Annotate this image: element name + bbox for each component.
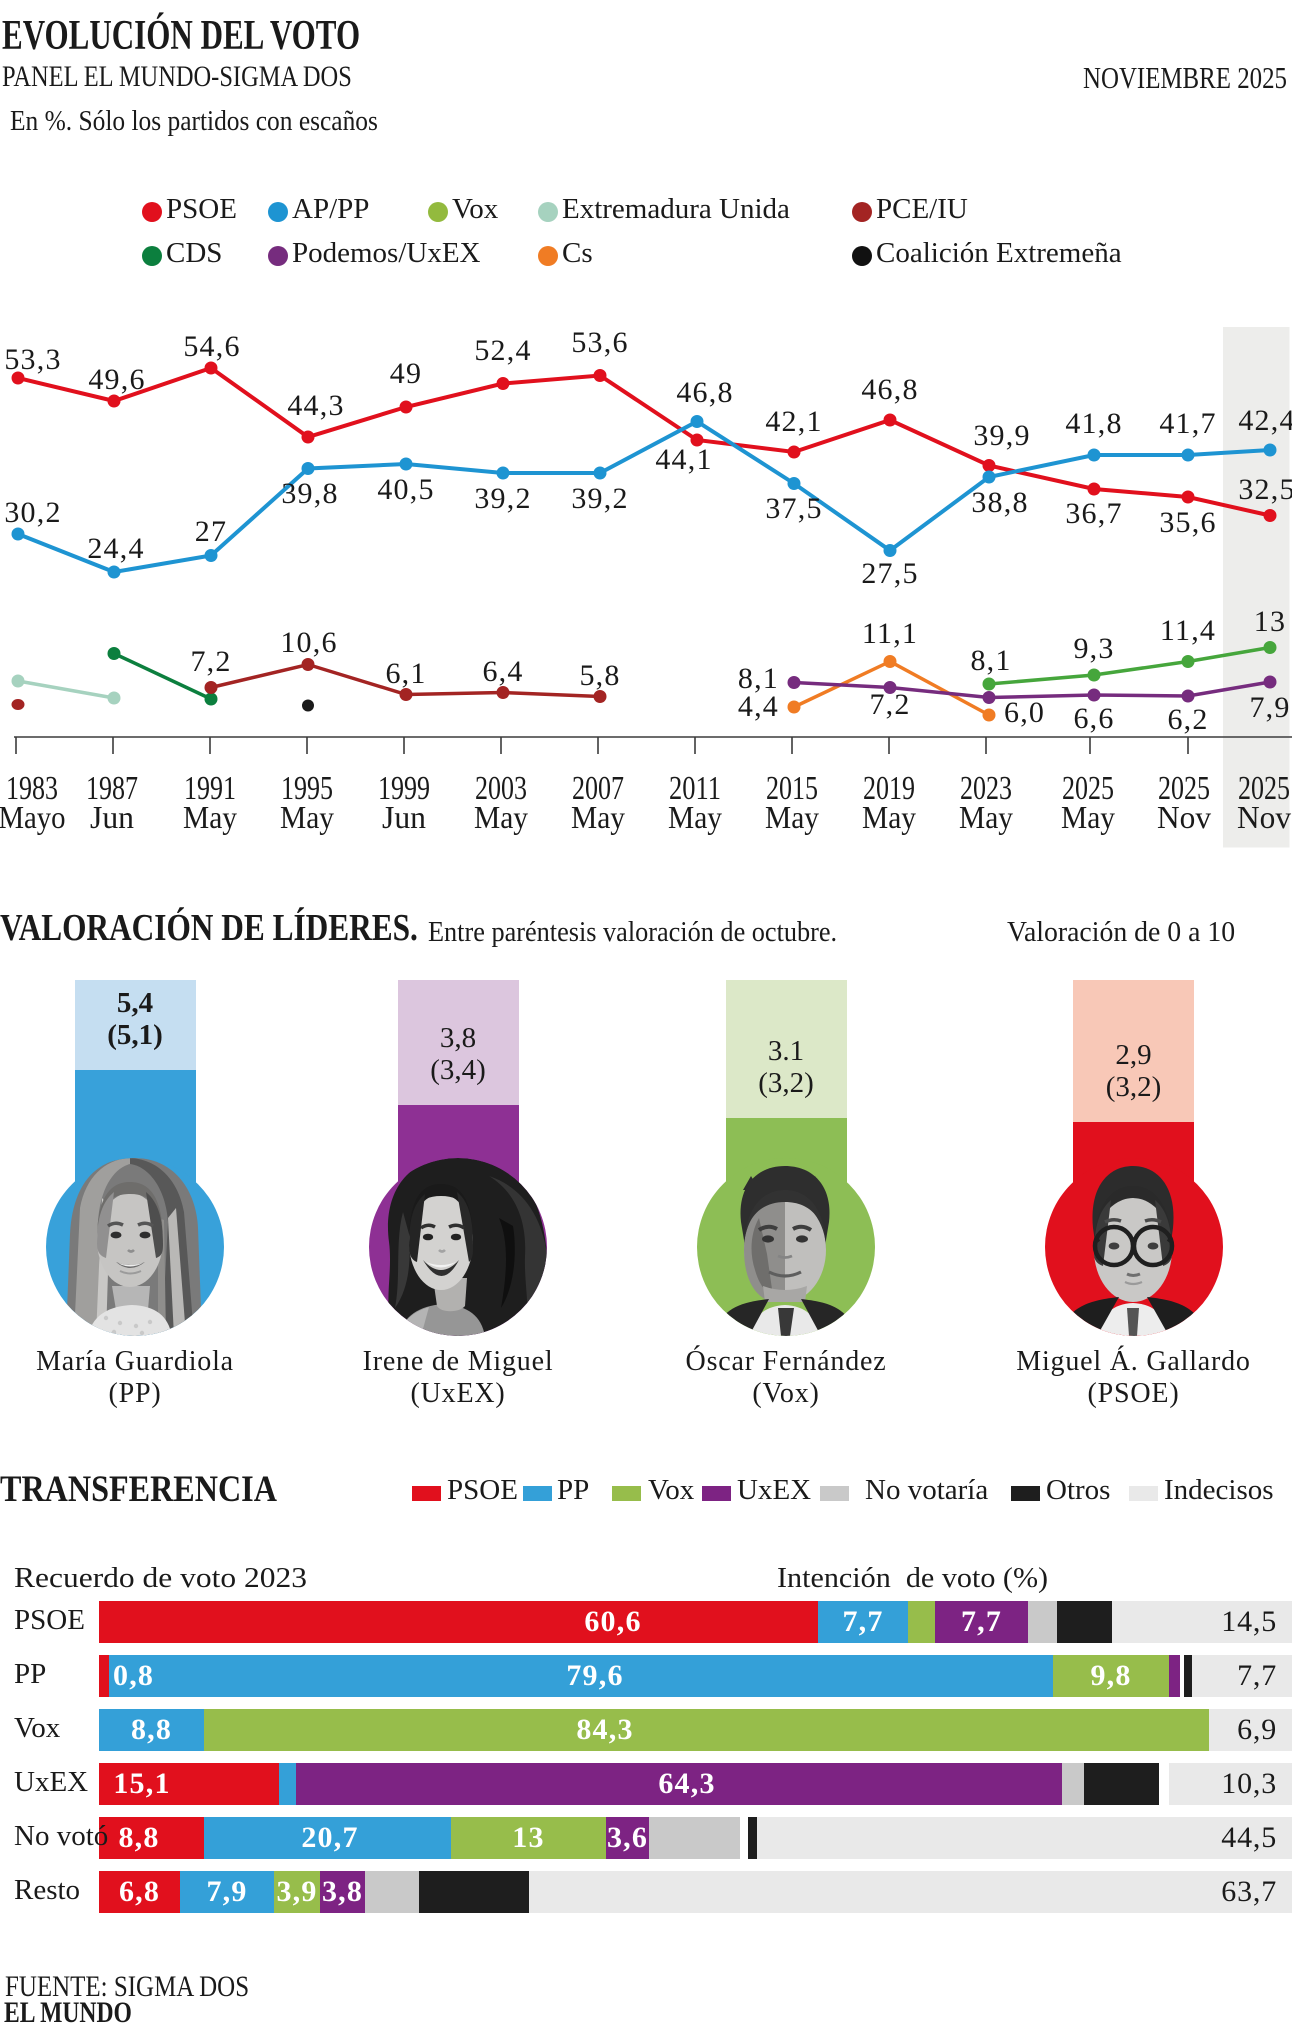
svg-text:38,8: 38,8	[971, 486, 1028, 519]
svg-text:May: May	[765, 799, 819, 835]
svg-text:41,7: 41,7	[1159, 407, 1216, 440]
svg-text:Nov: Nov	[1237, 799, 1291, 835]
svg-text:32,5: 32,5	[1238, 473, 1292, 506]
svg-text:53,3: 53,3	[4, 343, 61, 376]
svg-text:8,1: 8,1	[970, 644, 1011, 677]
svg-text:6,6: 6,6	[1073, 702, 1114, 735]
svg-text:53,6: 53,6	[571, 326, 628, 359]
svg-text:13: 13	[1254, 605, 1286, 638]
svg-text:Jun: Jun	[90, 799, 134, 835]
svg-text:May: May	[668, 799, 722, 835]
svg-text:Mayo: Mayo	[0, 799, 66, 835]
svg-text:11,1: 11,1	[862, 617, 918, 650]
svg-text:1987: 1987	[86, 770, 138, 807]
svg-text:39,8: 39,8	[281, 477, 338, 510]
svg-text:39,2: 39,2	[474, 482, 531, 515]
svg-text:1995: 1995	[281, 770, 333, 807]
svg-text:May: May	[1061, 799, 1115, 835]
svg-text:2011: 2011	[669, 770, 721, 807]
svg-text:May: May	[183, 799, 237, 835]
svg-text:46,8: 46,8	[861, 373, 918, 406]
svg-text:6,2: 6,2	[1167, 703, 1208, 736]
svg-text:9,3: 9,3	[1073, 632, 1114, 665]
svg-text:40,5: 40,5	[377, 473, 434, 506]
svg-text:May: May	[571, 799, 625, 835]
svg-text:Nov: Nov	[1157, 799, 1211, 835]
svg-text:6,1: 6,1	[385, 657, 426, 690]
svg-text:54,6: 54,6	[183, 330, 240, 363]
svg-text:24,4: 24,4	[87, 532, 144, 565]
svg-text:49: 49	[390, 357, 422, 390]
svg-text:42,1: 42,1	[765, 405, 822, 438]
svg-text:7,2: 7,2	[869, 688, 910, 721]
svg-text:2007: 2007	[572, 770, 624, 807]
svg-text:39,2: 39,2	[571, 482, 628, 515]
svg-text:1999: 1999	[378, 770, 430, 807]
svg-text:30,2: 30,2	[4, 496, 61, 529]
svg-text:2025: 2025	[1158, 770, 1210, 807]
svg-text:42,4: 42,4	[1238, 404, 1292, 437]
svg-text:27: 27	[195, 515, 227, 548]
svg-text:2025: 2025	[1062, 770, 1114, 807]
svg-text:35,6: 35,6	[1159, 506, 1216, 539]
svg-text:2023: 2023	[960, 770, 1012, 807]
svg-text:44,3: 44,3	[287, 389, 344, 422]
svg-text:1983: 1983	[6, 770, 58, 807]
svg-text:2025: 2025	[1238, 770, 1290, 807]
svg-text:May: May	[959, 799, 1013, 835]
svg-text:May: May	[280, 799, 334, 835]
svg-text:4,4: 4,4	[738, 690, 779, 723]
svg-text:37,5: 37,5	[765, 492, 822, 525]
svg-text:36,7: 36,7	[1065, 497, 1122, 530]
svg-text:Jun: Jun	[382, 799, 426, 835]
svg-text:2003: 2003	[475, 770, 527, 807]
svg-text:7,9: 7,9	[1249, 691, 1290, 724]
svg-text:May: May	[474, 799, 528, 835]
svg-text:52,4: 52,4	[474, 334, 531, 367]
svg-text:6,0: 6,0	[1004, 696, 1045, 729]
svg-text:7,2: 7,2	[190, 645, 231, 678]
svg-text:44,1: 44,1	[655, 443, 712, 476]
svg-text:49,6: 49,6	[88, 363, 145, 396]
svg-text:8,1: 8,1	[738, 662, 779, 695]
svg-text:41,8: 41,8	[1065, 407, 1122, 440]
svg-text:1991: 1991	[184, 770, 236, 807]
svg-text:2015: 2015	[766, 770, 818, 807]
svg-text:2019: 2019	[863, 770, 915, 807]
svg-text:May: May	[862, 799, 916, 835]
svg-text:5,8: 5,8	[579, 659, 620, 692]
svg-text:39,9: 39,9	[973, 419, 1030, 452]
svg-text:46,8: 46,8	[676, 376, 733, 409]
svg-text:11,4: 11,4	[1160, 614, 1216, 647]
svg-text:27,5: 27,5	[861, 557, 918, 590]
svg-text:6,4: 6,4	[482, 655, 523, 688]
svg-text:10,6: 10,6	[280, 626, 337, 659]
